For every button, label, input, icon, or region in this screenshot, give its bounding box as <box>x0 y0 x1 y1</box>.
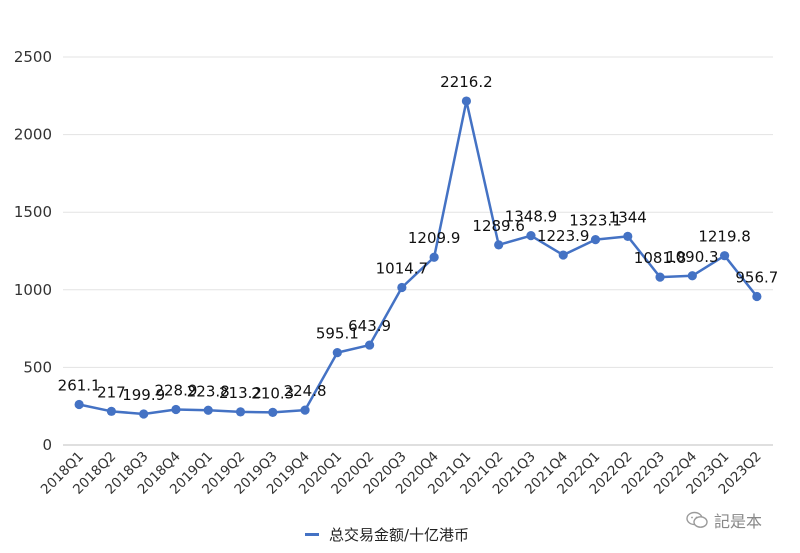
data-label: 199.9 <box>122 386 165 404</box>
gridlines <box>63 56 773 446</box>
data-label: 1090.3 <box>666 248 719 266</box>
data-point[interactable] <box>139 409 149 419</box>
data-label: 1014.7 <box>376 260 429 278</box>
y-tick-label: 2000 <box>14 126 52 144</box>
data-label: 1081.8 <box>634 249 687 267</box>
x-axis: 2018Q12018Q22018Q32018Q42019Q12019Q22019… <box>38 449 765 498</box>
data-point[interactable] <box>171 404 181 415</box>
data-point[interactable] <box>526 231 536 241</box>
watermark: 記是本 <box>686 508 762 532</box>
wechat-icon <box>686 511 708 528</box>
legend-label: 总交易金额/十亿港币 <box>329 526 470 544</box>
y-tick-label: 2500 <box>14 48 52 66</box>
data-label: 1348.9 <box>505 208 558 226</box>
data-point[interactable] <box>623 231 633 242</box>
watermark-text: 記是本 <box>714 512 763 531</box>
data-point[interactable] <box>203 405 213 415</box>
data-label: 1323.1 <box>569 212 622 230</box>
data-point[interactable] <box>300 405 310 415</box>
y-tick-label: 1000 <box>14 281 52 299</box>
data-label: 210.3 <box>251 384 294 402</box>
data-point[interactable] <box>106 406 117 416</box>
data-point[interactable] <box>332 348 342 358</box>
data-point[interactable] <box>397 282 407 293</box>
data-point[interactable] <box>268 407 278 417</box>
data-label: 213.2 <box>219 384 262 402</box>
data-point[interactable] <box>590 235 601 245</box>
data-label: 1344 <box>609 208 647 226</box>
series-group <box>74 96 762 419</box>
y-tick-label: 500 <box>23 358 52 376</box>
data-point[interactable] <box>429 252 439 262</box>
data-label: 261.1 <box>58 376 101 394</box>
data-label: 595.1 <box>316 325 359 343</box>
data-point[interactable] <box>461 96 472 106</box>
data-label: 223.8 <box>187 382 230 400</box>
data-label: 217 <box>97 383 126 401</box>
data-point[interactable] <box>494 240 504 250</box>
data-point[interactable] <box>558 250 568 260</box>
data-label: 1289.6 <box>472 217 525 235</box>
data-point[interactable] <box>74 399 84 410</box>
data-point[interactable] <box>655 272 665 282</box>
data-label: 956.7 <box>735 269 778 287</box>
data-label: 1209.9 <box>408 229 461 247</box>
series-line <box>78 99 758 416</box>
legend[interactable]: 总交易金额/十亿港币 <box>305 524 469 545</box>
data-label: 2216.2 <box>440 73 493 91</box>
data-label: 224.8 <box>284 382 327 400</box>
data-label: 228.9 <box>154 381 197 399</box>
data-label: 1219.8 <box>698 228 751 246</box>
data-point[interactable] <box>719 251 730 261</box>
data-point[interactable] <box>687 271 697 281</box>
data-label: 643.9 <box>348 317 391 335</box>
y-tick-label: 0 <box>42 436 52 454</box>
data-point[interactable] <box>752 291 762 302</box>
legend-swatch <box>305 533 319 536</box>
data-point[interactable] <box>364 340 375 350</box>
y-axis: 0 500 1000 1500 2000 2500 <box>14 48 52 454</box>
data-label: 1223.9 <box>537 227 590 245</box>
y-tick-label: 1500 <box>14 203 52 221</box>
data-point[interactable] <box>235 407 246 417</box>
